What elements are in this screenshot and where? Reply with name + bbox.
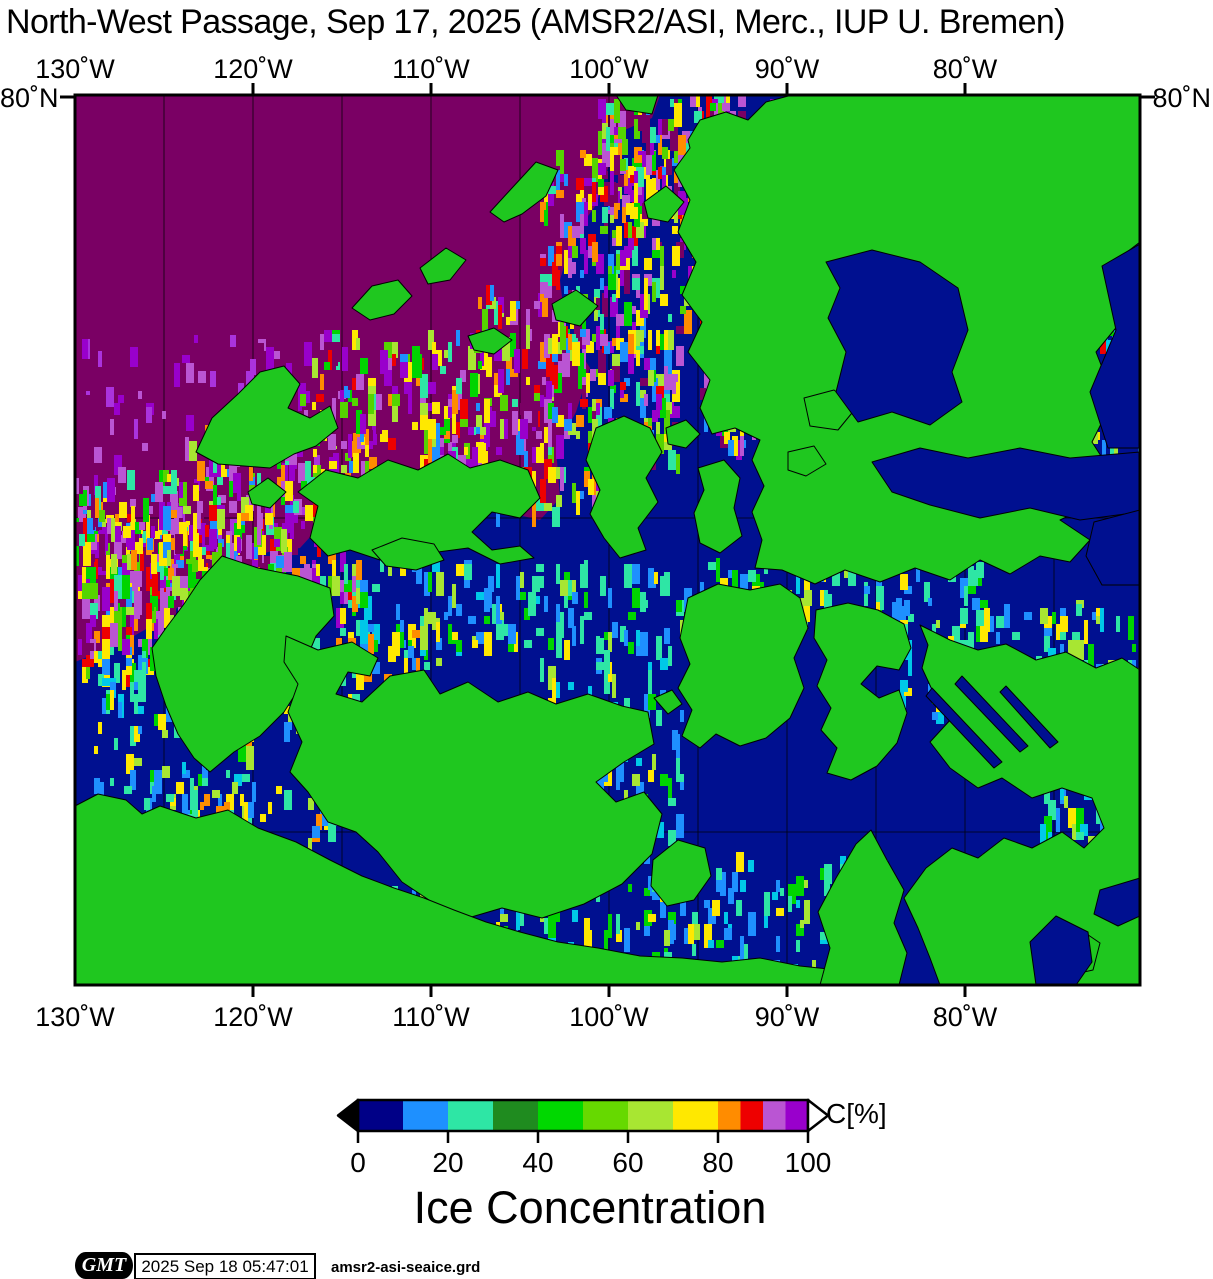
- colorbar-segment: [740, 1100, 763, 1131]
- land-king-christian: [551, 289, 599, 327]
- land-bathurst: [585, 415, 663, 559]
- land-king-william: [650, 839, 712, 907]
- colorbar-caption: Ice Concentration: [413, 1182, 767, 1233]
- land-prince-of-wales: [677, 583, 809, 749]
- lon-label-bottom: 110˚W: [392, 1002, 470, 1032]
- lon-label-bottom: 130˚W: [35, 1002, 115, 1032]
- colorbar-segment: [538, 1100, 583, 1131]
- land-lougheed: [467, 327, 513, 355]
- water-jones-sound: [871, 447, 1140, 521]
- land-cornwallis: [693, 459, 743, 554]
- land-layer: [75, 95, 1140, 985]
- land-graham: [787, 445, 827, 477]
- colorbar-underflow-arrow: [336, 1098, 360, 1133]
- colorbar: 0 20 40 60 80 100: [336, 1098, 832, 1178]
- lon-label-bottom: 100˚W: [569, 1002, 649, 1032]
- water-admiralty-2: [954, 675, 1029, 753]
- land-eglinton: [247, 477, 287, 509]
- lon-label-bottom: 120˚W: [213, 1002, 293, 1032]
- land-prince-patrick: [195, 365, 339, 469]
- land-cornwall: [643, 185, 685, 223]
- colorbar-segment: [583, 1100, 628, 1131]
- land-stefansson: [371, 537, 445, 571]
- land-ellef-ringnes: [489, 161, 559, 223]
- colorbar-segment: [763, 1100, 786, 1131]
- lon-label-bottom: 90˚W: [755, 1002, 820, 1032]
- water-milne-inlet: [1029, 915, 1093, 985]
- colorbar-segment: [358, 1100, 403, 1131]
- lat-label-left: 80˚N: [0, 83, 59, 113]
- land-boothia: [817, 829, 908, 985]
- lon-label-top: 100˚W: [569, 54, 649, 84]
- timestamp: 2025 Sep 18 05:47:01: [141, 1256, 309, 1276]
- page-title: North-West Passage, Sep 17, 2025 (AMSR2/…: [6, 3, 1066, 41]
- lon-label-top: 110˚W: [392, 54, 470, 84]
- colorbar-tick-label: 60: [612, 1147, 643, 1178]
- lon-label-top: 80˚W: [933, 54, 998, 84]
- colorbar-segment: [673, 1100, 718, 1131]
- colorbar-tick-label: 100: [785, 1147, 832, 1178]
- map-canvas: [75, 95, 1140, 985]
- colorbar-segment: [403, 1100, 448, 1131]
- timestamp-box: 2025 Sep 18 05:47:01: [134, 1253, 316, 1279]
- colorbar-segment: [628, 1100, 673, 1131]
- land-mackenzie-king: [419, 247, 467, 285]
- lon-label-top: 120˚W: [213, 54, 293, 84]
- colorbar-overflow-arrow: [806, 1098, 830, 1133]
- land-somerset: [813, 602, 912, 781]
- water-norwegian-bay: [825, 249, 969, 426]
- grid-filename: amsr2-asi-seaice.grd: [331, 1259, 481, 1276]
- land-mainland: [75, 793, 859, 985]
- lon-label-bottom: 80˚W: [933, 1002, 998, 1032]
- axis-ticks: [60, 83, 1155, 997]
- land-banks: [151, 555, 335, 773]
- land-victoria: [283, 635, 663, 919]
- colorbar-segment: [448, 1100, 493, 1131]
- colorbar-unit-label: C[%]: [826, 1098, 887, 1129]
- land-little-cornwallis: [665, 419, 701, 449]
- water-baffin-bay-wedge: [1089, 243, 1140, 449]
- colorbar-segment: [718, 1100, 741, 1131]
- gmt-logo: GMT: [75, 1252, 133, 1279]
- colorbar-segment: [785, 1100, 808, 1131]
- colorbar-tick-label: 20: [432, 1147, 463, 1178]
- lat-label-right: 80˚N: [1152, 83, 1211, 113]
- water-eclipse-sound: [1093, 877, 1140, 927]
- land-borden: [351, 279, 413, 321]
- land-russell: [653, 689, 683, 715]
- water-admiralty-3: [999, 685, 1059, 749]
- colorbar-tick-label: 80: [702, 1147, 733, 1178]
- water-admiralty-1: [925, 687, 1003, 769]
- colorbar-segment: [493, 1100, 538, 1131]
- lon-label-top: 130˚W: [35, 54, 115, 84]
- water-channel-layer: [825, 243, 1140, 985]
- lon-label-top: 90˚W: [755, 54, 820, 84]
- colorbar-tick-label: 40: [522, 1147, 553, 1178]
- colorbar-tick-label: 0: [350, 1147, 366, 1178]
- land-meighen: [615, 95, 659, 115]
- land-baffin: [903, 624, 1140, 985]
- water-baffin-bay-wedge2: [1085, 509, 1140, 586]
